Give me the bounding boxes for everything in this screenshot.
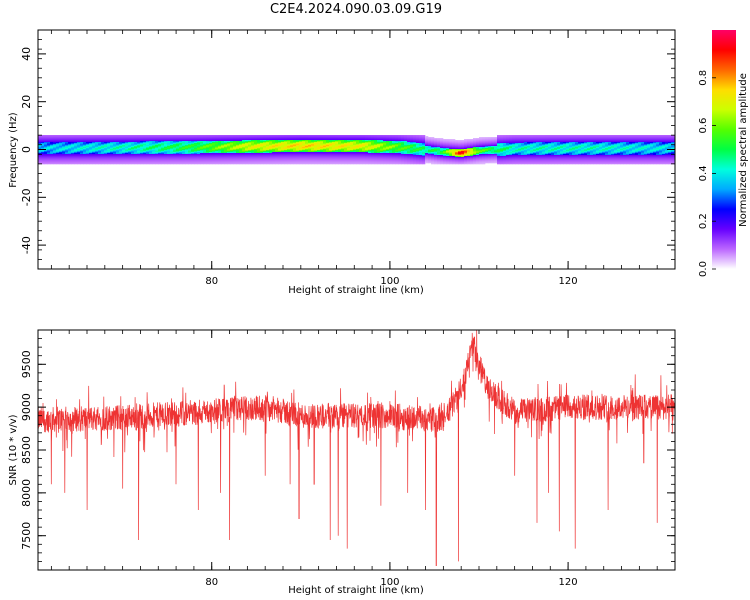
snr-frame	[37, 329, 676, 571]
colorbar-label: Normalized spectral amplitude	[738, 73, 749, 227]
colorbar-gradient	[712, 30, 736, 269]
spectrogram-ylabel: Frequency (Hz)	[8, 112, 19, 188]
colorbar: 0.00.20.40.60.8 Normalized spectral ampl…	[698, 30, 749, 277]
figure-title: C2E4.2024.090.03.09.G19	[270, 2, 442, 17]
snr-ylabel: SNR (10 * v/v)	[8, 414, 19, 485]
colorbar-ticks: 0.00.20.40.60.8	[698, 70, 716, 277]
snr-series-line	[38, 330, 675, 567]
spectrogram-xlabel: Height of straight line (km)	[288, 285, 424, 296]
spectrogram-image	[38, 135, 675, 165]
snr-xlabel: Height of straight line (km)	[288, 585, 424, 596]
